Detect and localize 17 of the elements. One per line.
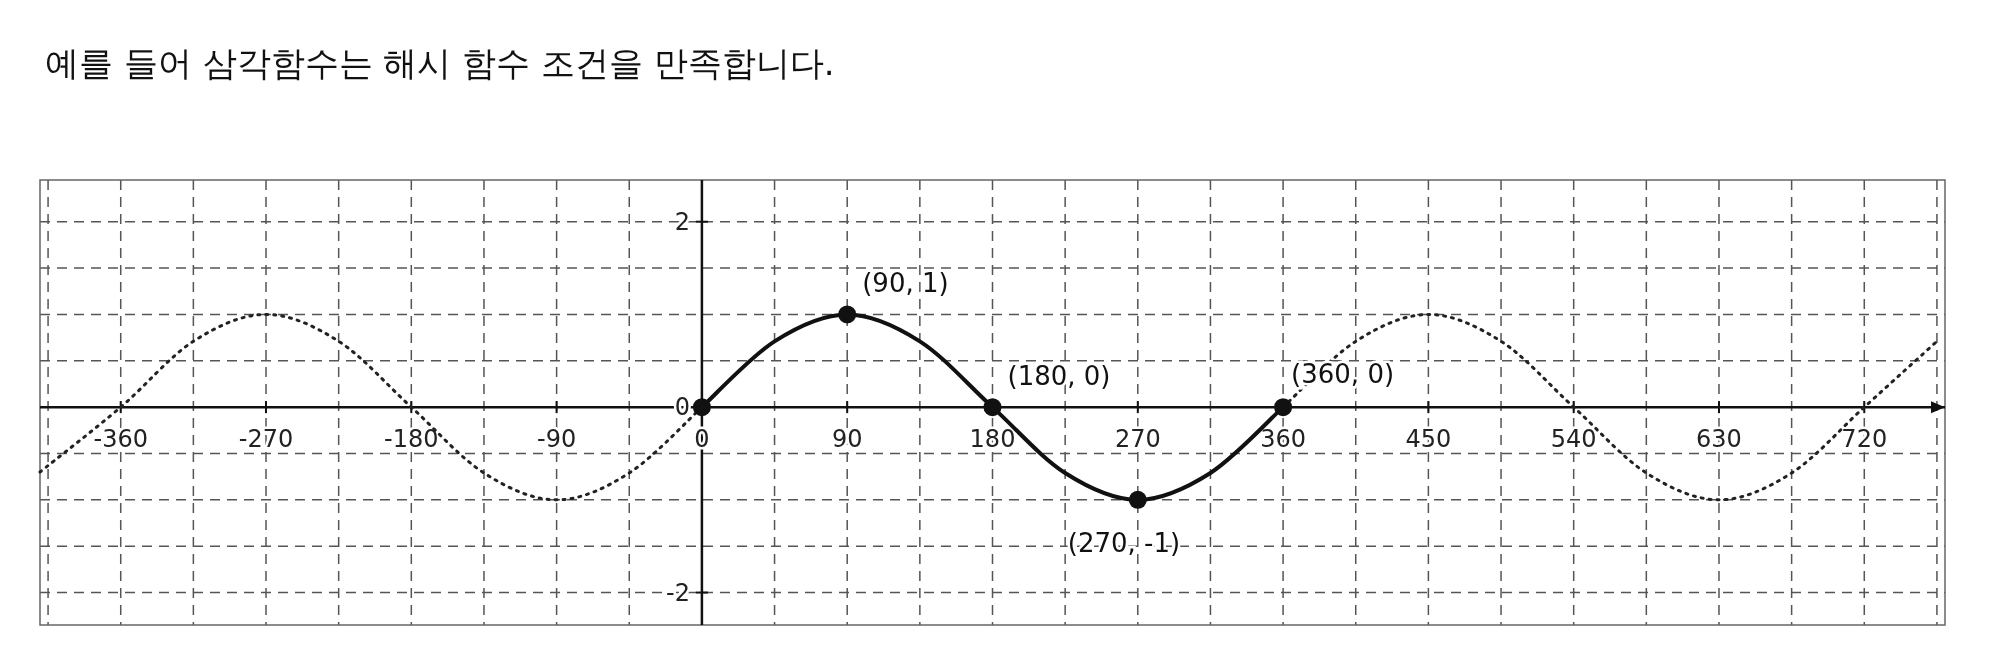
xtick: -270 <box>238 425 294 454</box>
xtick: -360 <box>93 425 148 454</box>
ytick: -2 <box>665 578 690 607</box>
xtick: 630 <box>1696 425 1742 454</box>
annotation: (90, 1) <box>862 268 949 299</box>
annotation: (180, 0) <box>1007 361 1111 392</box>
xtick: -180 <box>384 425 439 454</box>
ytick: 2 <box>674 207 690 236</box>
xtick: 90 <box>831 425 863 454</box>
xtick: 450 <box>1405 425 1452 454</box>
xtick: 270 <box>1114 425 1161 454</box>
xtick: 540 <box>1550 425 1597 454</box>
title: 예를 들어 삼각함수는 해시 함수 조건을 만족합니다. <box>45 43 835 83</box>
xtick: 360 <box>1260 425 1306 454</box>
xtick: 180 <box>969 425 1016 454</box>
xtick: 720 <box>1841 425 1888 454</box>
xtick: -90 <box>537 425 577 454</box>
